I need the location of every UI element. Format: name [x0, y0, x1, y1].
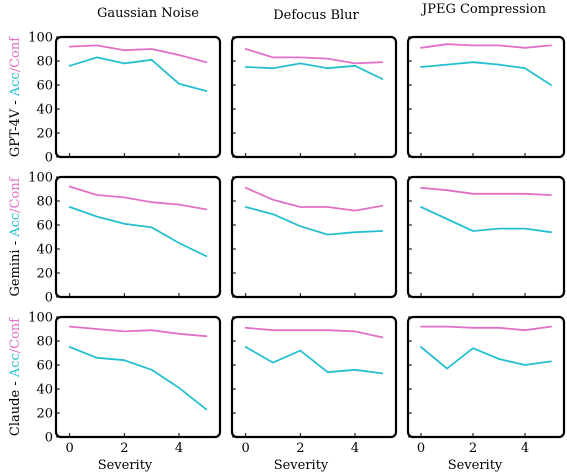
row-label-model: Claude [8, 390, 23, 437]
y-tick-label: 40 [36, 383, 53, 398]
row-label-conf: Conf [8, 317, 23, 349]
y-tick-label: 20 [36, 267, 53, 282]
column-title-defocus-blur: Defocus Blur [273, 8, 359, 23]
plot-frame [54, 35, 222, 159]
y-tick-label: 60 [36, 359, 53, 374]
panel-gemini-defocus-blur [230, 175, 398, 299]
accuracy-series-line [68, 56, 208, 92]
row-label-separator: - [8, 96, 23, 109]
accuracy-series-line [68, 346, 208, 411]
row-label-claude: Claude - Acc/Conf [8, 317, 23, 436]
y-tick-label: 60 [36, 219, 53, 234]
x-tick-label: 0 [242, 441, 250, 456]
x-tick-label: 2 [296, 441, 304, 456]
row-label-separator: - [8, 377, 23, 390]
panel-gpt-4v-jpeg-compression [406, 35, 566, 159]
panel-claude-gaussian-noise: 0 20 40 60 80 100 0 2 4 [28, 311, 222, 456]
row-labels: GPT-4V - Acc/Conf Gemini - Acc/Conf Clau… [8, 36, 23, 436]
row-label-gemini: Gemini - Acc/Conf [8, 176, 23, 296]
plot-frame [406, 175, 566, 299]
x-axis-label: Severity [98, 458, 153, 473]
x-tick-label: 2 [120, 441, 128, 456]
y-tick-label: 100 [28, 31, 53, 46]
panel-claude-jpeg-compression: 0 2 4 [406, 315, 566, 456]
y-tick-label: 0 [45, 291, 53, 306]
row-label-conf: Conf [8, 176, 23, 208]
x-tick-label: 0 [417, 441, 425, 456]
y-tick-label: 20 [36, 407, 53, 422]
accuracy-series-line [420, 206, 552, 234]
column-title-jpeg-compression: JPEG Compression [420, 2, 547, 17]
row-label-acc: Acc [8, 353, 23, 378]
plot-frame [230, 35, 398, 159]
row-label-acc: Acc [8, 72, 23, 97]
plot-frame [406, 35, 566, 159]
confidence-series-line [420, 325, 552, 332]
panel-gemini-jpeg-compression [406, 175, 566, 299]
plot-frame [230, 315, 398, 439]
panel-gpt-4v-defocus-blur [230, 35, 398, 159]
y-tick-label: 40 [36, 243, 53, 258]
y-tick-label: 100 [28, 311, 53, 326]
x-tick-label: 4 [351, 441, 359, 456]
confidence-series-line [68, 325, 208, 338]
row-label-acc: Acc [8, 213, 23, 238]
x-tick-label: 4 [521, 441, 529, 456]
row-label-model: GPT-4V [8, 108, 23, 157]
accuracy-series-line [68, 206, 208, 258]
row-label-model: Gemini [8, 249, 23, 296]
accuracy-series-line [420, 346, 552, 370]
confidence-series-line [68, 44, 208, 64]
row-label-slash: / [8, 208, 23, 213]
confidence-series-line [420, 186, 552, 196]
confidence-series-line [420, 43, 552, 49]
x-axis-labels: Severity Severity Severity [98, 458, 503, 473]
confidence-series-line [244, 48, 384, 65]
column-title-gaussian-noise: Gaussian Noise [97, 6, 199, 21]
x-tick-label: 0 [66, 441, 74, 456]
row-label-separator: - [8, 237, 23, 250]
column-titles: Gaussian Noise Defocus Blur JPEG Compres… [97, 2, 547, 23]
plot-frame [230, 175, 398, 299]
panel-gpt-4v-gaussian-noise: 0 20 40 60 80 100 [28, 31, 222, 166]
x-tick-label: 4 [175, 441, 183, 456]
y-tick-label: 40 [36, 103, 53, 118]
y-tick-label: 0 [45, 151, 53, 166]
plot-frame [54, 175, 222, 299]
y-tick-label: 60 [36, 79, 53, 94]
x-axis-label: Severity [448, 458, 503, 473]
row-label-slash: / [8, 348, 23, 353]
y-tick-label: 80 [36, 195, 53, 210]
plot-frame [54, 315, 222, 439]
accuracy-series-line [244, 62, 384, 80]
y-tick-label: 80 [36, 335, 53, 350]
x-tick-label: 2 [469, 441, 477, 456]
confidence-series-line [244, 186, 384, 212]
row-label-conf: Conf [8, 36, 23, 68]
y-tick-label: 80 [36, 55, 53, 70]
confidence-series-line [68, 185, 208, 211]
confidence-series-line [244, 326, 384, 339]
x-axis-label: Severity [274, 458, 329, 473]
panel-gemini-gaussian-noise: 0 20 40 60 80 100 [28, 171, 222, 306]
panel-claude-defocus-blur: 0 2 4 [230, 315, 398, 456]
plot-frame [406, 315, 566, 439]
y-tick-label: 20 [36, 127, 53, 142]
accuracy-series-line [244, 206, 384, 236]
row-label-gpt4v: GPT-4V - Acc/Conf [8, 36, 23, 157]
accuracy-series-line [420, 61, 552, 86]
y-tick-label: 0 [45, 431, 53, 446]
row-label-slash: / [8, 67, 23, 72]
y-tick-label: 100 [28, 171, 53, 186]
accuracy-series-line [244, 346, 384, 375]
